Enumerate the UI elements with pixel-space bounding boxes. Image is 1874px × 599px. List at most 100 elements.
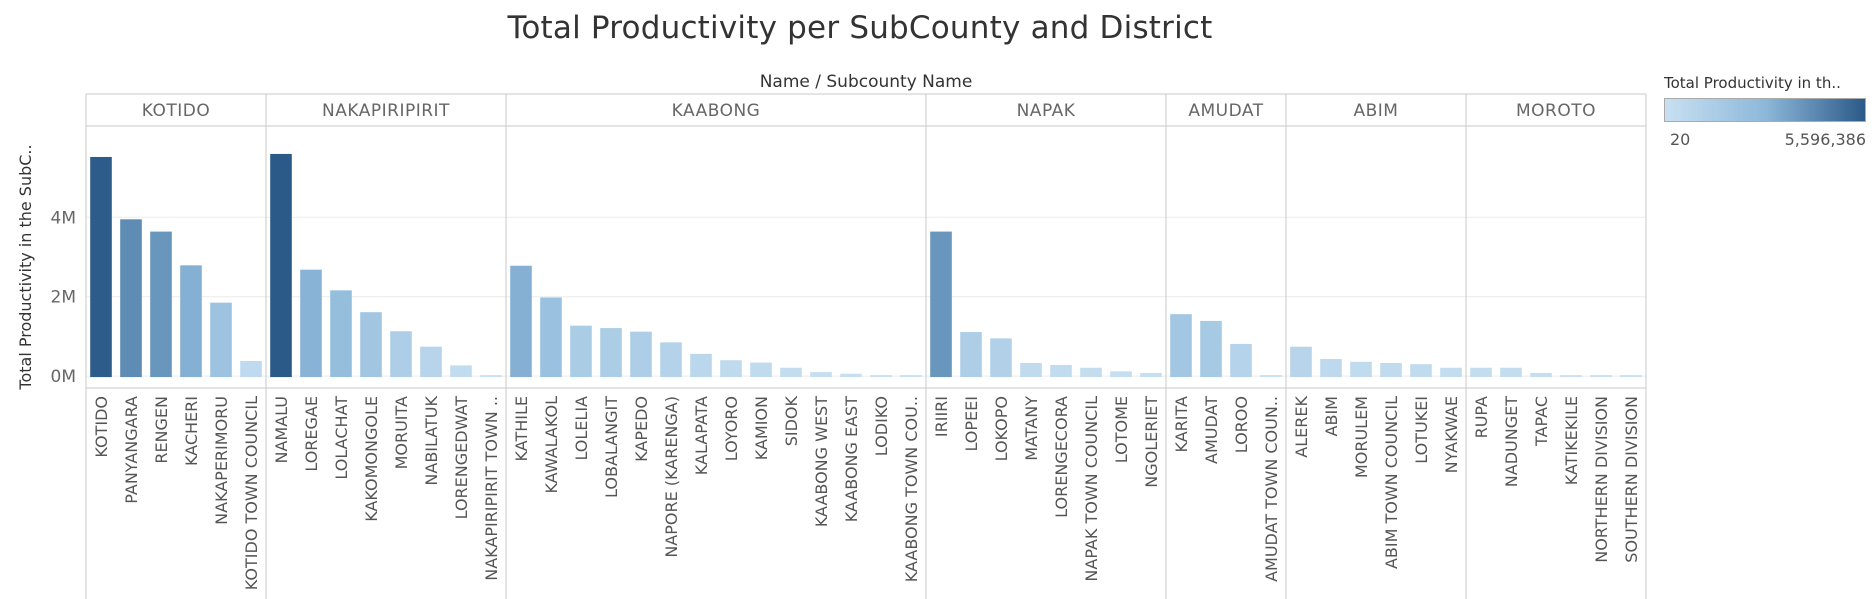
bar — [360, 312, 382, 378]
bar — [630, 331, 652, 378]
bar — [1200, 320, 1222, 378]
x-tick-label: KACHERI — [182, 396, 201, 466]
y-tick-label: 0M — [51, 367, 76, 387]
x-tick-label: SIDOK — [782, 395, 801, 446]
district-header: NAPAK — [1017, 101, 1076, 121]
bar — [90, 156, 112, 378]
x-tick-label: ABIM — [1322, 396, 1341, 436]
x-tick-label: KOTIDO — [92, 396, 111, 458]
bar — [930, 231, 952, 378]
bar — [1050, 364, 1072, 378]
legend-min-label: 20 — [1670, 130, 1691, 149]
x-tick-label: LOROO — [1232, 396, 1251, 453]
bar — [1020, 362, 1042, 378]
bar — [180, 265, 202, 378]
x-tick-label: LODIKO — [872, 396, 891, 456]
x-tick-label: NYAKWAE — [1442, 396, 1461, 473]
x-tick-label: NADUNGET — [1502, 396, 1521, 487]
x-tick-label: LOTOME — [1112, 396, 1131, 463]
bar — [210, 302, 232, 378]
x-tick-label: NAMALU — [272, 396, 291, 464]
x-tick-label: NGOLERIET — [1142, 396, 1161, 488]
x-tick-label: MORUITA — [392, 396, 411, 469]
bar — [990, 338, 1012, 378]
x-tick-label: LOYORO — [722, 396, 741, 461]
x-tick-label: KAABONG TOWN COU.. — [902, 396, 921, 582]
x-tick-label: LORENGEDWAT — [452, 396, 471, 520]
x-tick-label: LOREGAE — [302, 396, 321, 472]
x-tick-label: KAABONG EAST — [842, 396, 861, 523]
district-header: ABIM — [1354, 101, 1399, 121]
x-tick-label: NABILATUK — [422, 396, 441, 486]
legend-title: Total Productivity in th.. — [1664, 74, 1841, 92]
bar — [300, 269, 322, 378]
bar — [150, 231, 172, 378]
bar — [1230, 343, 1252, 378]
bar — [960, 332, 982, 378]
bar — [1320, 359, 1342, 378]
bar — [660, 342, 682, 378]
bar — [390, 331, 412, 378]
x-tick-label: IRIIRI — [932, 396, 951, 437]
x-tick-label: NORTHERN DIVISION — [1592, 396, 1611, 563]
color-legend: Total Productivity in th.. 20 5,596,386 — [1664, 74, 1870, 149]
district-header: KAABONG — [672, 101, 761, 121]
bar — [690, 353, 712, 378]
x-tick-label: KARITA — [1172, 396, 1191, 453]
district-header: NAKAPIRIPIRIT — [322, 101, 450, 121]
bar — [540, 297, 562, 378]
x-tick-label: KAWALAKOL — [542, 396, 561, 494]
x-tick-label: RUPA — [1472, 396, 1491, 438]
x-tick-label: KATHILE — [512, 396, 531, 461]
district-header: KOTIDO — [142, 101, 210, 121]
bar — [570, 325, 592, 378]
x-tick-label: KAABONG WEST — [812, 396, 831, 527]
bar — [240, 361, 262, 378]
bar — [1530, 372, 1552, 378]
district-header: AMUDAT — [1188, 101, 1263, 121]
x-tick-label: LOLACHAT — [332, 396, 351, 480]
x-tick-label: LOLELIA — [572, 396, 591, 461]
bar — [1410, 364, 1432, 378]
y-tick-label: 4M — [51, 208, 76, 228]
x-tick-label: NAPAK TOWN COUNCIL — [1082, 396, 1101, 582]
bar — [900, 375, 922, 378]
x-tick-label: ALEREK — [1292, 395, 1311, 457]
bar — [810, 372, 832, 378]
bar — [1350, 361, 1372, 378]
x-tick-label: AMUDAT TOWN COUN.. — [1262, 396, 1281, 582]
bar — [1140, 372, 1162, 378]
legend-max-label: 5,596,386 — [1784, 130, 1866, 149]
bar — [1170, 314, 1192, 378]
x-tick-label: LOKOPO — [992, 396, 1011, 461]
x-tick-label: NAPORE (KARENGA) — [662, 396, 681, 558]
bar — [1500, 367, 1522, 378]
y-axis-title: Total Productivity in the SubC.. — [16, 144, 35, 390]
bar — [120, 219, 142, 378]
bar — [1620, 375, 1642, 378]
bar — [450, 365, 472, 378]
x-tick-label: TAPAC — [1532, 396, 1551, 447]
bar — [870, 375, 892, 378]
bar — [420, 346, 442, 378]
column-header: Name / Subcounty Name — [760, 72, 973, 92]
x-tick-label: LOBALANGIT — [602, 396, 621, 498]
x-tick-label: AMUDAT — [1202, 396, 1221, 464]
bar — [600, 328, 622, 378]
bar — [720, 360, 742, 378]
bar — [1110, 371, 1132, 378]
x-tick-label: PANYANGARA — [122, 396, 141, 504]
bar — [480, 375, 502, 378]
bar — [1080, 367, 1102, 378]
x-tick-label: KATIKEKILE — [1562, 396, 1581, 485]
x-tick-label: NAKAPIRIPIRIT TOWN .. — [482, 396, 501, 581]
bar — [1380, 362, 1402, 378]
bar — [1470, 367, 1492, 378]
x-tick-label: KOTIDO TOWN COUNCIL — [242, 396, 261, 590]
y-tick-label: 2M — [51, 288, 76, 308]
bar — [330, 290, 352, 378]
x-tick-label: LOPEEI — [962, 396, 981, 452]
legend-gradient-bar — [1664, 98, 1866, 122]
bar — [510, 265, 532, 378]
